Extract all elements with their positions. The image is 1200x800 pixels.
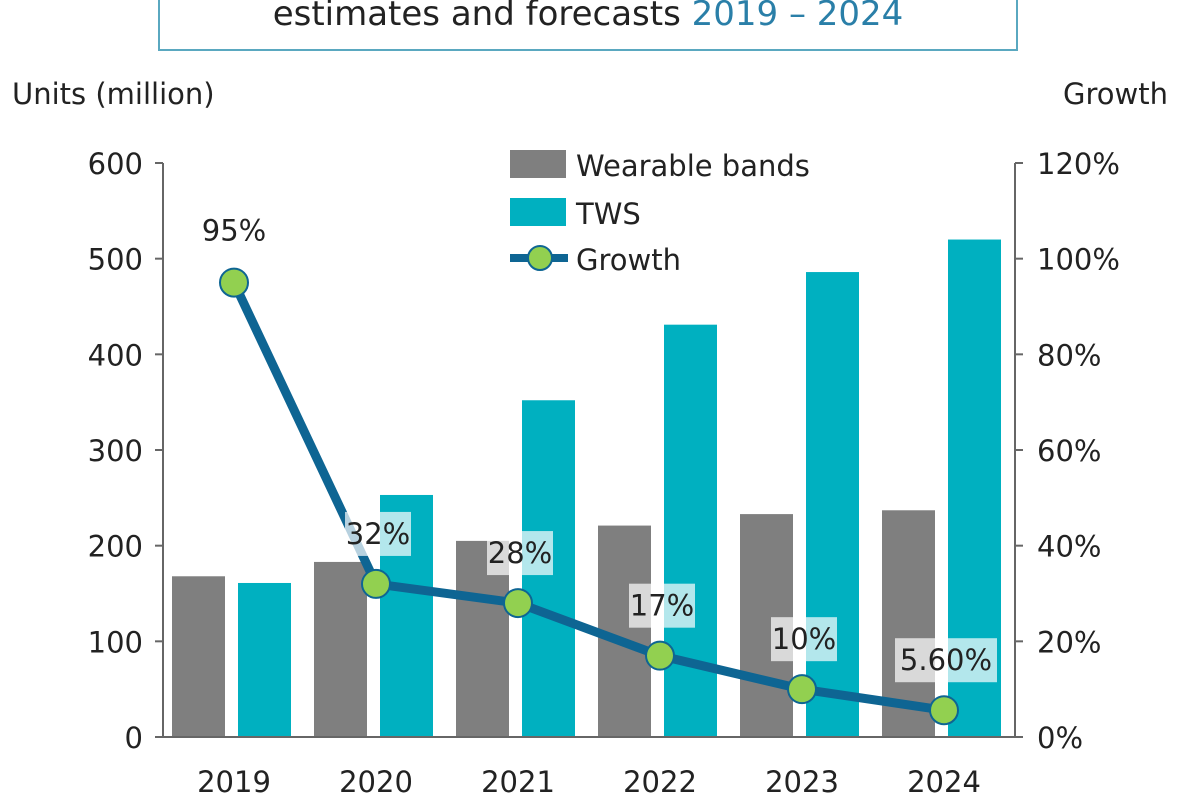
bar-wearable-bands [314, 561, 367, 737]
y-tick-label: 400 [88, 338, 143, 372]
chart-title: estimates and forecasts 2019 – 2024 [273, 0, 904, 34]
y-tick-label: 500 [88, 243, 143, 277]
growth-marker [219, 267, 249, 298]
x-tick-label: 2019 [197, 765, 271, 799]
x-tick-label: 2024 [907, 765, 981, 799]
x-tick-label: 2022 [623, 765, 697, 799]
growth-data-label: 17% [630, 589, 694, 623]
y-tick-label: 200 [88, 530, 143, 564]
y2-tick-label: 120% [1037, 147, 1120, 181]
legend-swatch-wearable-bands [510, 150, 566, 178]
growth-data-label: 10% [772, 622, 836, 656]
growth-marker [929, 695, 959, 726]
y2-tick-label: 80% [1037, 338, 1101, 372]
growth-data-label: 95% [202, 214, 266, 248]
bar-tws [664, 324, 717, 737]
bar-wearable-bands [172, 576, 225, 737]
bar-tws [238, 582, 291, 737]
y2-tick-label: 100% [1037, 243, 1120, 277]
growth-label-background [895, 638, 997, 683]
y2-axis-label: Growth [1063, 77, 1168, 111]
growth-label-background [771, 617, 837, 662]
y-tick-label: 300 [88, 434, 143, 468]
y2-tick-label: 20% [1037, 625, 1101, 659]
legend-swatch-tws [510, 198, 566, 226]
growth-label-background [629, 583, 695, 628]
growth-marker [503, 588, 533, 619]
y2-tick-label: 60% [1037, 434, 1101, 468]
bar-tws [806, 272, 859, 737]
y-tick-label: 0 [125, 721, 143, 755]
growth-data-label: 5.60% [900, 643, 992, 677]
y2-tick-label: 0% [1037, 721, 1083, 755]
legend-swatch-growth-marker [527, 245, 553, 271]
y-tick-label: 600 [88, 147, 143, 181]
growth-data-label: 32% [346, 517, 410, 551]
growth-marker [645, 640, 675, 671]
legend-label-tws: TWS [575, 197, 641, 231]
legend-label-wearable-bands: Wearable bands [576, 149, 810, 183]
legend-label-growth: Growth [576, 243, 681, 277]
plot-area: 0 100 200 300 400 500 600 0% 20% 40% 60% 80% 100% 120… [88, 147, 1120, 799]
growth-marker [361, 568, 391, 599]
growth-data-label: 28% [488, 536, 552, 570]
growth-label-background [345, 511, 411, 556]
x-tick-label: 2021 [481, 765, 555, 799]
growth-marker [787, 674, 817, 705]
x-tick-label: 2023 [765, 765, 839, 799]
growth-label-background [487, 531, 553, 576]
x-tick-label: 2020 [339, 765, 413, 799]
y2-tick-label: 40% [1037, 530, 1101, 564]
y-axis-label: Units (million) [12, 77, 215, 111]
y-tick-label: 100 [88, 625, 143, 659]
title-years: 2019 – 2024 [692, 0, 904, 34]
title-frame [158, 0, 1018, 51]
